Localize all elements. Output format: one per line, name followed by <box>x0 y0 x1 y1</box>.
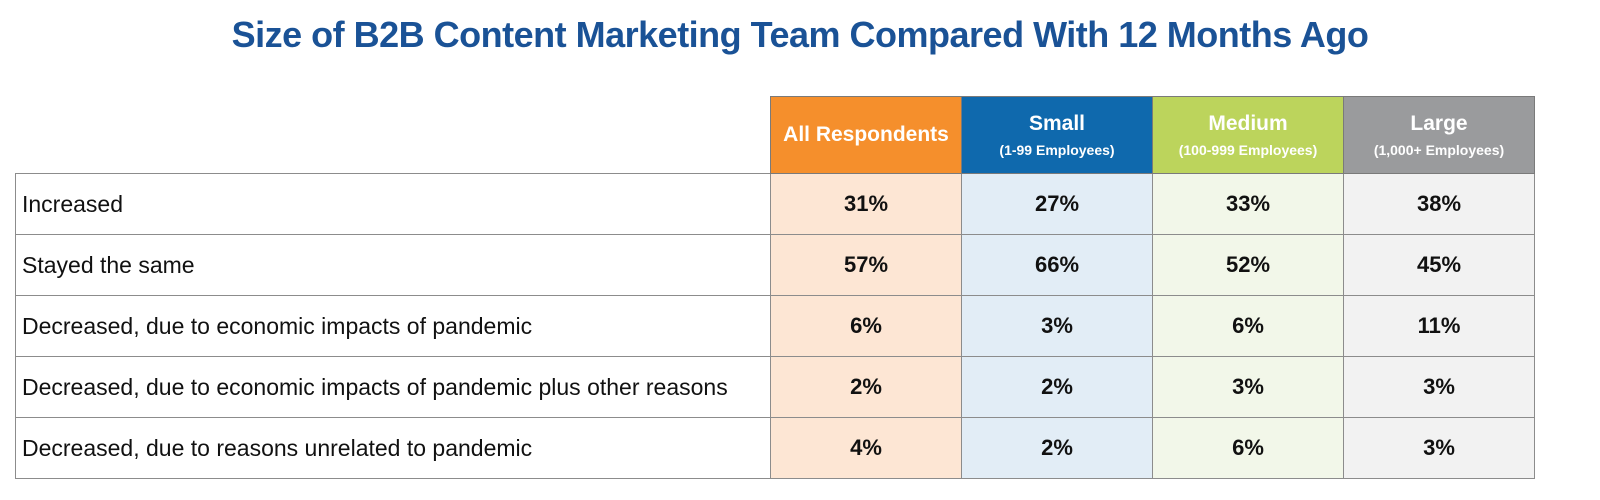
column-header-large: Large (1,000+ Employees) <box>1343 96 1535 174</box>
chart-title: Size of B2B Content Marketing Team Compa… <box>231 14 1369 55</box>
column-header-label: All Respondents <box>783 123 949 146</box>
column-header-all-respondents: All Respondents <box>770 96 962 174</box>
value-cell: 27% <box>961 173 1153 235</box>
data-table: All Respondents Small (1-99 Employees) M… <box>15 96 1535 479</box>
column-header-small: Small (1-99 Employees) <box>961 96 1153 174</box>
value-cell: 45% <box>1343 234 1535 296</box>
row-label: Increased <box>15 173 771 235</box>
value-cell: 2% <box>961 356 1153 418</box>
value-cell: 2% <box>961 417 1153 479</box>
column-header-sublabel: (100-999 Employees) <box>1178 142 1318 158</box>
value-cell: 57% <box>770 234 962 296</box>
table-row: Decreased, due to economic impacts of pa… <box>15 356 1535 418</box>
header-blank-cell <box>16 97 771 174</box>
value-cell: 33% <box>1152 173 1344 235</box>
value-cell: 38% <box>1343 173 1535 235</box>
table-row: Decreased, due to reasons unrelated to p… <box>15 417 1535 479</box>
value-cell: 4% <box>770 417 962 479</box>
row-label: Stayed the same <box>15 234 771 296</box>
value-cell: 11% <box>1343 295 1535 357</box>
column-header-sublabel: (1-99 Employees) <box>999 142 1115 158</box>
value-cell: 6% <box>770 295 962 357</box>
column-header-label: Medium <box>1208 112 1288 135</box>
value-cell: 3% <box>961 295 1153 357</box>
row-label: Decreased, due to reasons unrelated to p… <box>15 417 771 479</box>
column-header-label: Small <box>1028 112 1086 135</box>
value-cell: 31% <box>770 173 962 235</box>
row-label: Decreased, due to economic impacts of pa… <box>15 356 771 418</box>
table-row: Increased 31% 27% 33% 38% <box>15 173 1535 235</box>
value-cell: 66% <box>961 234 1153 296</box>
value-cell: 6% <box>1152 417 1344 479</box>
value-cell: 2% <box>770 356 962 418</box>
value-cell: 3% <box>1343 356 1535 418</box>
value-cell: 6% <box>1152 295 1344 357</box>
table-row: Decreased, due to economic impacts of pa… <box>15 295 1535 357</box>
table-row: Stayed the same 57% 66% 52% 45% <box>15 234 1535 296</box>
header-row: All Respondents Small (1-99 Employees) M… <box>16 96 1535 174</box>
column-header-medium: Medium (100-999 Employees) <box>1152 96 1344 174</box>
row-label: Decreased, due to economic impacts of pa… <box>15 295 771 357</box>
value-cell: 52% <box>1152 234 1344 296</box>
value-cell: 3% <box>1343 417 1535 479</box>
value-cell: 3% <box>1152 356 1344 418</box>
column-header-sublabel: (1,000+ Employees) <box>1373 142 1505 158</box>
column-header-label: Large <box>1410 112 1468 135</box>
